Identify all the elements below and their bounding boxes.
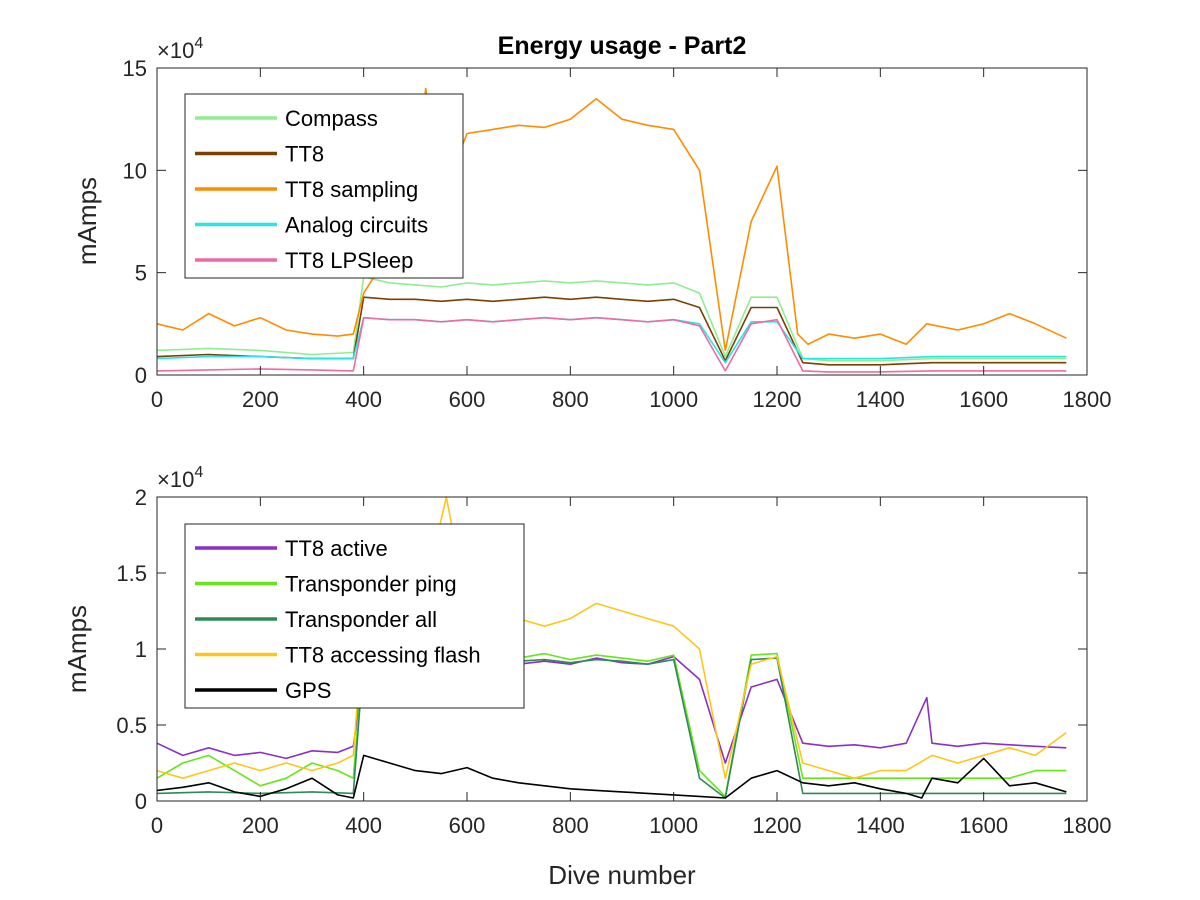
bottom-x-tick-label: 600	[449, 813, 486, 838]
top-y-ticks: 0 5 10 15	[123, 56, 1087, 388]
top-y-tick-label: 5	[135, 261, 147, 286]
top-legend-label-4: TT8 LPSleep	[285, 248, 413, 273]
top-series-line-2	[156, 87, 1067, 352]
top-x-tick-label: 1400	[856, 387, 905, 412]
bottom-x-tick-label: 400	[345, 813, 382, 838]
top-legend-box	[184, 93, 464, 279]
bottom-x-tick-label: 1600	[959, 813, 1008, 838]
top-x-tick-label: 1600	[959, 387, 1008, 412]
top-y-exponent: ×104	[157, 35, 203, 63]
top-x-tick-label: 600	[449, 387, 486, 412]
bottom-y-tick-label: 0	[135, 789, 147, 814]
top-y-tick-label: 15	[123, 56, 147, 81]
bottom-series-line-3	[156, 496, 1067, 780]
top-legend-label-3: Analog circuits	[285, 213, 428, 238]
top-y-axis-label: mAmps	[72, 177, 102, 265]
bottom-y-axis-label: mAmps	[62, 605, 92, 693]
top-x-tick-label: 400	[345, 387, 382, 412]
top-x-tick-label: 1000	[649, 387, 698, 412]
top-series-lines	[156, 87, 1067, 373]
top-x-tick-label: 1800	[1063, 387, 1112, 412]
bottom-x-tick-label: 200	[242, 813, 279, 838]
top-series-line-4	[156, 316, 1067, 373]
top-series-line-0	[156, 275, 1067, 362]
top-legend-label-0: Compass	[285, 106, 378, 131]
top-legend-label-1: TT8	[285, 142, 324, 167]
bottom-y-ticks: 0 0.5 1 1.5 2	[116, 485, 1087, 814]
bottom-y-tick-label: 0.5	[116, 713, 147, 738]
bottom-x-ticks: 0 200 400 600 800 1000 1200 1400 1600 1800	[151, 497, 1112, 838]
top-x-tick-label: 0	[151, 387, 163, 412]
bottom-y-exponent-power: 4	[194, 464, 203, 481]
bottom-y-exponent: ×104	[157, 464, 203, 492]
top-axes: 0 200 400 600 800 1000 1200 1400 1600 1800 0 5 10 15…	[72, 32, 1111, 412]
top-y-tick-label: 0	[135, 363, 147, 388]
top-series-line-1	[156, 296, 1067, 366]
top-axes-box	[156, 67, 1088, 376]
bottom-axes: 0 200 400 600 800 1000 1200 1400 1600 1800 0 0.5 1 1…	[62, 464, 1111, 890]
top-y-exponent-base: ×10	[157, 38, 194, 63]
bottom-legend-label-0: TT8 active	[285, 536, 388, 561]
bottom-y-exponent-base: ×10	[157, 467, 194, 492]
bottom-y-tick-label: 2	[135, 485, 147, 510]
bottom-legend-label-4: GPS	[285, 678, 331, 703]
bottom-y-tick-label: 1	[135, 637, 147, 662]
bottom-x-tick-label: 1400	[856, 813, 905, 838]
bottom-series-line-4	[156, 754, 1067, 799]
bottom-legend-label-2: Transponder all	[285, 607, 437, 632]
bottom-legend-label-3: TT8 accessing flash	[285, 643, 481, 668]
top-legend-label-2: TT8 sampling	[285, 177, 418, 202]
top-chart-title: Energy usage - Part2	[498, 32, 747, 60]
top-x-ticks: 0 200 400 600 800 1000 1200 1400 1600 1800	[151, 68, 1112, 412]
bottom-x-axis-label: Dive number	[548, 860, 696, 890]
top-y-exponent-power: 4	[194, 35, 203, 52]
bottom-legend-box	[184, 523, 525, 709]
bottom-legend: TT8 active Transponder ping Transponder al…	[184, 523, 525, 709]
bottom-x-tick-label: 0	[151, 813, 163, 838]
top-y-tick-label: 10	[123, 158, 147, 183]
bottom-legend-label-1: Transponder ping	[285, 572, 457, 597]
top-x-tick-label: 200	[242, 387, 279, 412]
bottom-x-tick-label: 1000	[649, 813, 698, 838]
bottom-x-tick-label: 1200	[753, 813, 802, 838]
bottom-x-tick-label: 800	[552, 813, 589, 838]
bottom-y-tick-label: 1.5	[116, 561, 147, 586]
top-legend: Compass TT8 TT8 sampling Analog circuits TT8…	[184, 93, 464, 279]
top-x-tick-label: 800	[552, 387, 589, 412]
bottom-series-line-1	[156, 651, 1067, 798]
bottom-x-tick-label: 1800	[1063, 813, 1112, 838]
top-x-tick-label: 1200	[753, 387, 802, 412]
